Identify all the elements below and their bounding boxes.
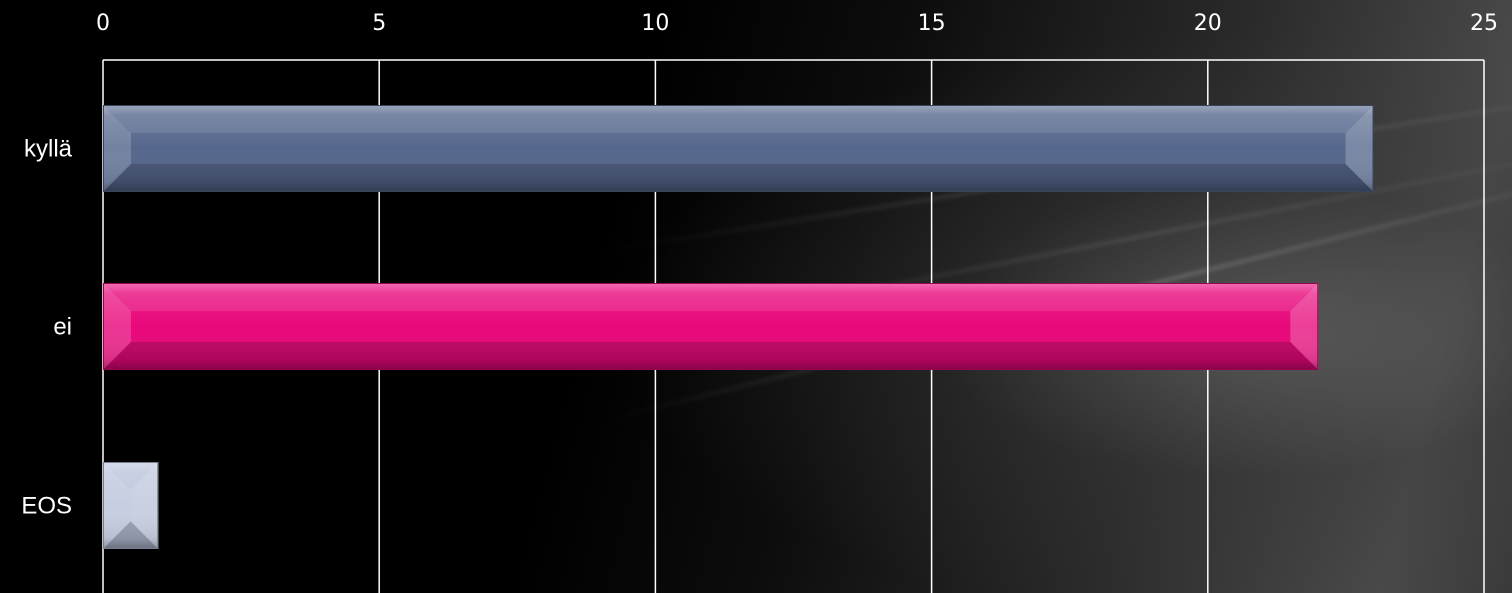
- bar: [103, 462, 159, 549]
- category-label: kyllä: [24, 136, 73, 163]
- bar-outline: [103, 105, 1374, 192]
- x-tick-label: 20: [1194, 11, 1222, 36]
- x-tick-label: 10: [641, 11, 669, 36]
- x-axis-tick-labels: 0 5 10 15 20 25: [96, 11, 1498, 36]
- x-tick-label: 25: [1470, 11, 1498, 36]
- bar-sheen: [103, 283, 1319, 370]
- x-tick-label: 5: [372, 11, 386, 36]
- y-axis-category-labels: kyllä ei EOS: [21, 136, 72, 520]
- bar-sheen: [103, 105, 1374, 192]
- bar-outline: [103, 462, 159, 549]
- bars: [103, 105, 1374, 549]
- bar: [103, 283, 1319, 370]
- category-label: ei: [53, 314, 72, 341]
- bar-sheen: [103, 462, 159, 549]
- category-label: EOS: [21, 493, 72, 520]
- bar: [103, 105, 1374, 192]
- bar-outline: [103, 283, 1319, 370]
- x-tick-label: 15: [918, 11, 946, 36]
- x-tick-label: 0: [96, 11, 110, 36]
